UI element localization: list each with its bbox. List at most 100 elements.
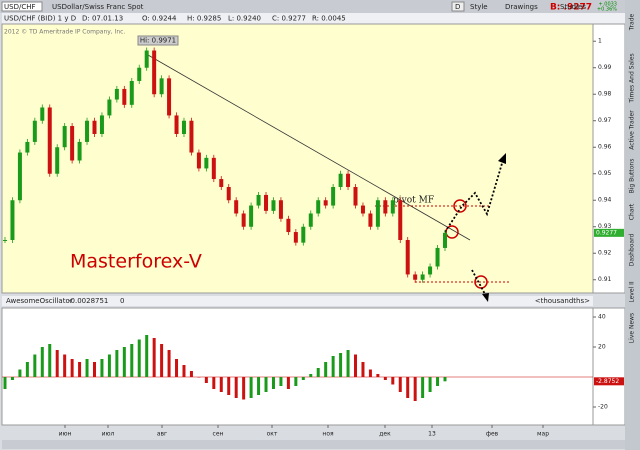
osc-bar	[339, 353, 343, 377]
osc-bar	[316, 368, 320, 377]
x-tick-label: окт	[267, 431, 278, 438]
osc-bar	[10, 377, 14, 380]
candle	[338, 173, 343, 187]
sidebar-tab[interactable]: Level II	[629, 281, 636, 303]
trend-line	[147, 54, 471, 241]
osc-bar	[160, 344, 164, 377]
candle	[278, 200, 283, 219]
candle	[316, 200, 321, 214]
candle	[271, 200, 276, 211]
candle	[211, 157, 216, 180]
osc-bar	[436, 377, 440, 386]
forecast-arrow	[444, 159, 504, 233]
osc-bar	[100, 359, 104, 377]
down-arrow	[471, 269, 487, 297]
candle	[360, 205, 365, 214]
osc-last: -2.8752	[596, 378, 619, 385]
candle	[181, 120, 186, 134]
candle	[308, 213, 313, 227]
osc-bar	[234, 377, 238, 398]
osc-bar	[18, 369, 22, 377]
x-tick-label: июн	[59, 431, 72, 438]
osc-bar	[48, 344, 52, 377]
osc-bar	[271, 377, 275, 389]
osc-bar	[443, 377, 447, 382]
toolbar-button[interactable]: Drawings	[505, 3, 538, 11]
sidebar-tab[interactable]: Live News	[629, 313, 636, 343]
candle	[346, 173, 351, 187]
info-field: D: 07.01.13	[82, 15, 123, 23]
price-axis	[592, 23, 626, 294]
candle	[40, 107, 45, 121]
candle	[159, 78, 164, 95]
high-label: Hi: 0.9971	[140, 37, 176, 45]
osc-bar	[309, 374, 313, 377]
y-tick-label: 40	[598, 314, 606, 321]
period-button[interactable]	[451, 1, 465, 12]
osc-bar	[25, 362, 29, 377]
osc-bar	[78, 362, 82, 377]
candle	[398, 200, 403, 240]
candle	[293, 232, 298, 243]
candle	[152, 50, 157, 95]
osc-panel	[1, 307, 594, 426]
candle	[219, 179, 224, 187]
candle	[144, 50, 149, 68]
candle	[167, 78, 172, 116]
osc-bar	[383, 377, 387, 380]
osc-bar	[130, 344, 134, 377]
sidebar-tab[interactable]: Big Buttons	[629, 159, 636, 194]
period[interactable]: D	[455, 3, 460, 11]
x-tick-label: июл	[102, 431, 115, 438]
y-tick-label: 0.98	[598, 91, 612, 98]
sidebar-tab[interactable]: Times And Sales	[629, 53, 636, 103]
candle	[331, 186, 336, 206]
osc-bar	[242, 377, 246, 400]
symbol-box[interactable]	[1, 1, 43, 12]
sidebar-tab[interactable]: Dashboard	[629, 234, 636, 267]
osc-bar	[279, 377, 283, 386]
osc-bar	[257, 377, 261, 395]
osc-bar	[398, 377, 402, 392]
sidebar-tab[interactable]: Active Trader	[629, 110, 636, 150]
y-tick-label: -20	[598, 404, 608, 411]
osc-bar	[40, 347, 44, 377]
candle	[443, 232, 447, 248]
osc-bar	[145, 335, 149, 377]
osc-bar	[406, 377, 410, 398]
osc-bar	[189, 371, 193, 377]
x-tick-label: авг	[157, 431, 167, 438]
osc-bar	[175, 359, 179, 377]
osc-bar	[324, 362, 328, 377]
osc-bar	[85, 359, 89, 377]
osc-bar	[294, 377, 298, 386]
osc-bar	[33, 354, 37, 377]
last-price-box	[594, 228, 624, 237]
osc-bar	[286, 377, 290, 389]
osc-bar	[227, 377, 231, 395]
toolbar	[0, 0, 625, 13]
sidebar-tab[interactable]: Trade	[629, 13, 636, 31]
scrollbar[interactable]	[2, 440, 625, 449]
osc-bar	[368, 369, 372, 377]
change: +.0033	[598, 2, 617, 8]
symbol[interactable]: USD/CHF	[4, 3, 36, 11]
y-tick-label: 0.96	[598, 144, 612, 151]
candle	[47, 107, 52, 174]
candle	[368, 213, 373, 227]
toolbar-button[interactable]: Studies	[560, 3, 586, 11]
candle	[32, 120, 37, 142]
y-tick-label: 0.95	[598, 170, 612, 177]
osc-value: -0.0028751	[68, 297, 108, 305]
sidebar-tab[interactable]: Chart	[629, 203, 636, 220]
info-field: L: 0.9240	[228, 15, 261, 23]
sidebar	[625, 0, 640, 450]
candle	[286, 218, 291, 233]
arrowhead	[498, 153, 506, 164]
toolbar-button[interactable]: Style	[470, 3, 488, 11]
candle	[375, 200, 380, 227]
candle	[226, 186, 231, 201]
x-tick-label: сен	[213, 431, 224, 438]
osc-bar	[55, 350, 59, 377]
candle	[249, 205, 254, 227]
